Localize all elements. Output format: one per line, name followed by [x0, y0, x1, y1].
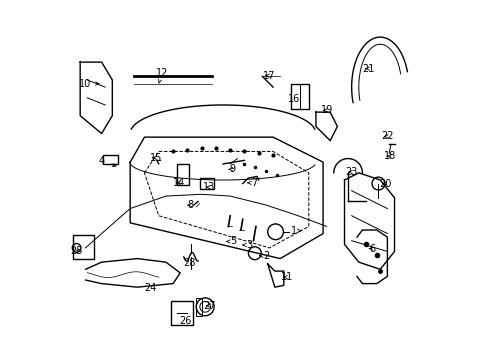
Text: 16: 16 [288, 94, 300, 104]
Text: 25: 25 [70, 247, 82, 256]
Text: 1: 1 [291, 226, 300, 236]
Bar [103, 155, 118, 164]
Text: 14: 14 [173, 178, 185, 188]
Bar [73, 235, 94, 258]
Text: 9: 9 [228, 164, 235, 174]
Text: 12: 12 [156, 68, 168, 83]
Text: 23: 23 [345, 167, 357, 177]
Text: 26: 26 [179, 316, 191, 326]
Text: 18: 18 [384, 151, 396, 161]
Text: 28: 28 [183, 258, 195, 268]
Bar [176, 164, 189, 185]
Text: 4: 4 [99, 157, 116, 167]
Text: 17: 17 [262, 71, 274, 81]
Text: 3: 3 [243, 240, 252, 250]
Bar [196, 298, 201, 316]
Text: 2: 2 [259, 251, 268, 261]
Text: 13: 13 [203, 182, 215, 192]
Text: 19: 19 [320, 105, 332, 115]
Text: 8: 8 [187, 200, 194, 210]
Text: 21: 21 [362, 64, 374, 73]
Text: 6: 6 [368, 244, 375, 253]
Text: 27: 27 [203, 301, 215, 311]
Bar [200, 178, 214, 189]
Bar [171, 301, 192, 325]
Text: 5: 5 [226, 237, 236, 247]
Text: 20: 20 [379, 179, 391, 189]
Text: 10: 10 [79, 78, 99, 89]
Text: 15: 15 [149, 153, 162, 163]
Text: 22: 22 [380, 131, 393, 141]
Text: 24: 24 [144, 283, 157, 293]
Text: 7: 7 [247, 178, 257, 188]
Text: 11: 11 [280, 272, 292, 282]
Bar [290, 84, 308, 109]
